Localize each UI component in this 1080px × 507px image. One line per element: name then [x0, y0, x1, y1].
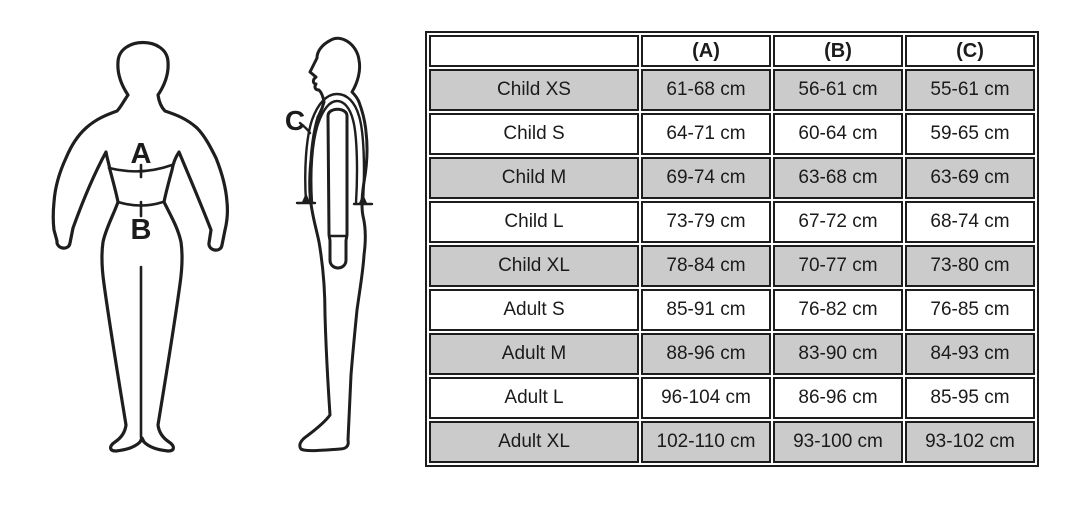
side-body-diagram: C [285, 36, 374, 453]
corner-cell [429, 35, 639, 67]
size-label: Adult XL [429, 421, 639, 463]
measurement-cell: 68-74 cm [905, 201, 1035, 243]
measurement-cell: 96-104 cm [641, 377, 771, 419]
measurement-cell: 78-84 cm [641, 245, 771, 287]
size-label: Adult S [429, 289, 639, 331]
table-row: Child XS 61-68 cm 56-61 cm 55-61 cm [429, 69, 1035, 111]
col-header-b: (B) [773, 35, 903, 67]
measurement-cell: 56-61 cm [773, 69, 903, 111]
size-label: Adult L [429, 377, 639, 419]
measure-c-label: C [285, 105, 305, 136]
measurement-cell: 102-110 cm [641, 421, 771, 463]
table-row: Child S 64-71 cm 60-64 cm 59-65 cm [429, 113, 1035, 155]
measurement-cell: 55-61 cm [905, 69, 1035, 111]
measurement-cell: 69-74 cm [641, 157, 771, 199]
size-chart-table: (A) (B) (C) Child XS 61-68 cm 56-61 cm 5… [425, 31, 1039, 467]
measurement-cell: 67-72 cm [773, 201, 903, 243]
table-row: Adult L 96-104 cm 86-96 cm 85-95 cm [429, 377, 1035, 419]
header-row: (A) (B) (C) [429, 35, 1035, 67]
measurement-cell: 85-95 cm [905, 377, 1035, 419]
measure-a-label: A [131, 138, 152, 170]
measure-c-back-arrow [359, 194, 367, 203]
table-row: Adult S 85-91 cm 76-82 cm 76-85 cm [429, 289, 1035, 331]
table-row: Adult M 88-96 cm 83-90 cm 84-93 cm [429, 333, 1035, 375]
shoulder-strap-outer-line [304, 92, 366, 204]
measurement-cell: 59-65 cm [905, 113, 1035, 155]
measurement-cell: 60-64 cm [773, 113, 903, 155]
table-row: Child XL 78-84 cm 70-77 cm 73-80 cm [429, 245, 1035, 287]
measurement-cell: 83-90 cm [773, 333, 903, 375]
table-row: Child L 73-79 cm 67-72 cm 68-74 cm [429, 201, 1035, 243]
size-label: Child S [429, 113, 639, 155]
front-silhouette [51, 41, 229, 453]
measurement-cell: 63-69 cm [905, 157, 1035, 199]
size-label: Child M [429, 157, 639, 199]
side-arm [326, 107, 349, 270]
measurement-cell: 76-85 cm [905, 289, 1035, 331]
measurement-cell: 64-71 cm [641, 113, 771, 155]
measurement-cell: 61-68 cm [641, 69, 771, 111]
measurement-cell: 93-102 cm [905, 421, 1035, 463]
measurement-cell: 70-77 cm [773, 245, 903, 287]
measurement-cell: 76-82 cm [773, 289, 903, 331]
measure-c-front-arrow [302, 193, 310, 202]
col-header-c: (C) [905, 35, 1035, 67]
measurement-cell: 73-80 cm [905, 245, 1035, 287]
measure-b-label: B [131, 214, 152, 246]
measurement-cell: 86-96 cm [773, 377, 903, 419]
size-label: Child XL [429, 245, 639, 287]
measurement-cell: 84-93 cm [905, 333, 1035, 375]
measurement-cell: 93-100 cm [773, 421, 903, 463]
measurement-cell: 85-91 cm [641, 289, 771, 331]
measurement-cell: 88-96 cm [641, 333, 771, 375]
col-header-a: (A) [641, 35, 771, 67]
size-label: Child L [429, 201, 639, 243]
measurement-cell: 63-68 cm [773, 157, 903, 199]
table-row: Adult XL 102-110 cm 93-100 cm 93-102 cm [429, 421, 1035, 463]
front-body-diagram: A B [51, 41, 229, 453]
measure-c-pointer [298, 121, 312, 135]
shoulder-strap-inner-line [310, 99, 359, 205]
table-row: Child M 69-74 cm 63-68 cm 63-69 cm [429, 157, 1035, 199]
size-label: Child XS [429, 69, 639, 111]
measurement-cell: 73-79 cm [641, 201, 771, 243]
size-label: Adult M [429, 333, 639, 375]
